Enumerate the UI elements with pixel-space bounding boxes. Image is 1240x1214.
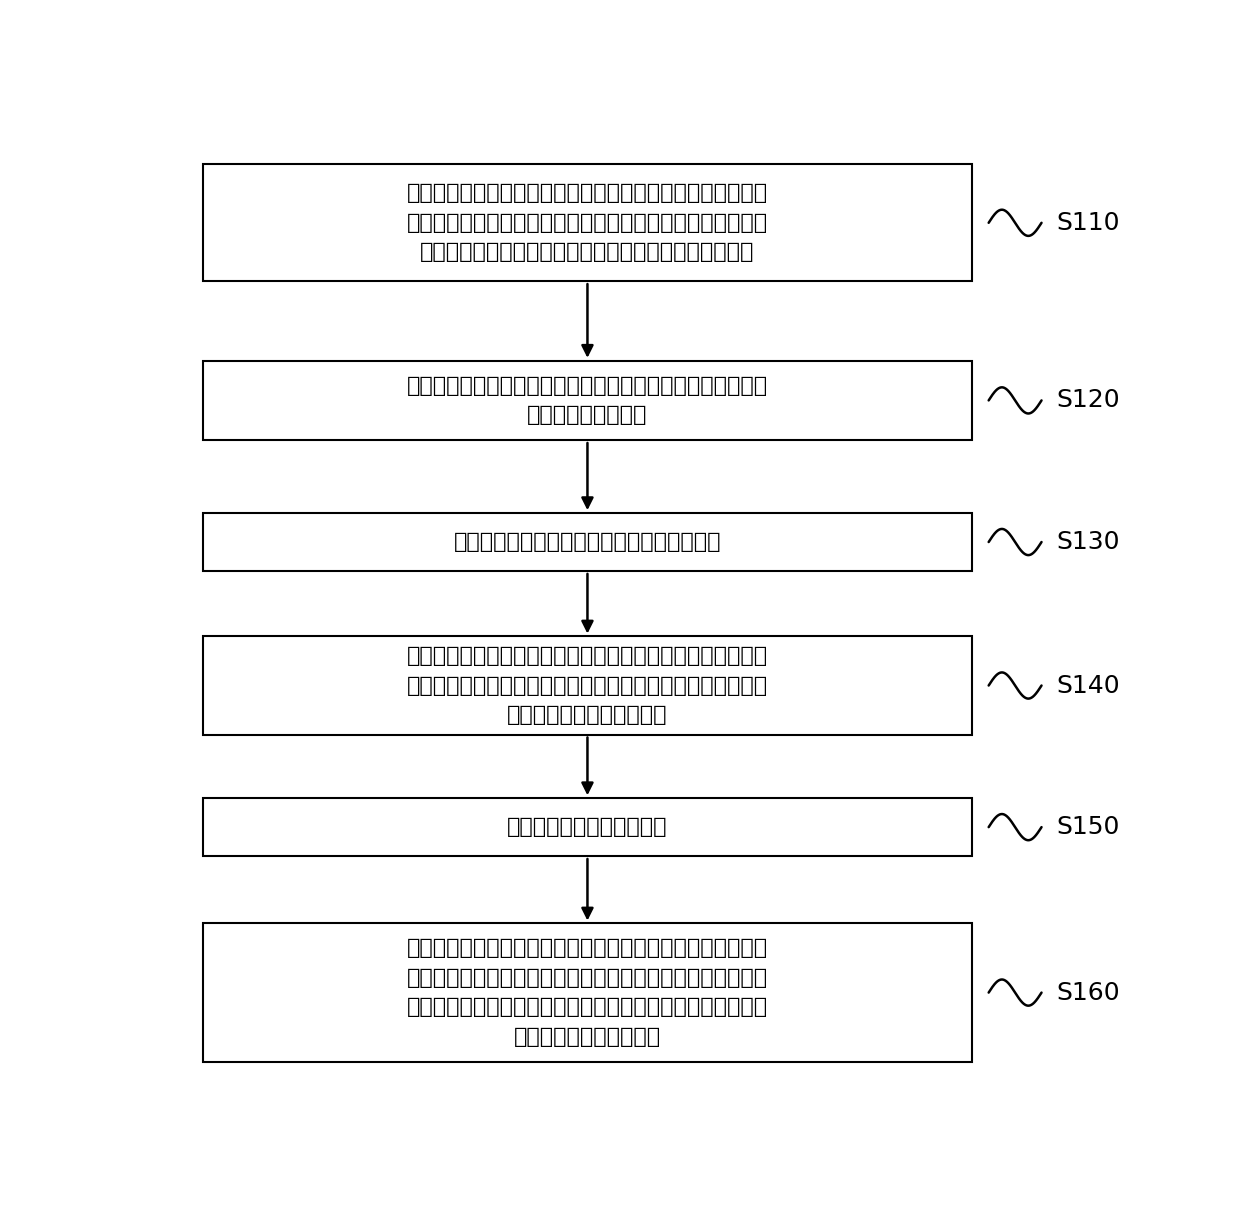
Text: 控制导航定位芯片停止复位: 控制导航定位芯片停止复位 — [507, 817, 667, 838]
Text: S130: S130 — [1056, 531, 1120, 554]
Text: 对与主芯片连接的第一存储芯片和第二存储芯片进行预划分，
预划分包括将第一存储芯片划分为第一存储单元和第二存储单
元，将第二存储芯片划分为第三存储单元和第四存储单: 对与主芯片连接的第一存储芯片和第二存储芯片进行预划分， 预划分包括将第一存储芯片… — [407, 183, 768, 262]
FancyBboxPatch shape — [203, 361, 972, 441]
Text: 根据主芯片第二引导程序和主芯片配置数据将主芯片进行初始
化，导航定位芯片通过主芯片读取导航定位芯片引导程序和导
航定位芯片配置数据，根据导航定位芯片引导程序和导: 根据主芯片第二引导程序和主芯片配置数据将主芯片进行初始 化，导航定位芯片通过主芯… — [407, 938, 768, 1046]
FancyBboxPatch shape — [203, 164, 972, 282]
Text: S120: S120 — [1056, 388, 1120, 413]
Text: 将主芯片第一引导程序复制到第二存储芯片内: 将主芯片第一引导程序复制到第二存储芯片内 — [454, 532, 722, 552]
FancyBboxPatch shape — [203, 924, 972, 1062]
Text: S110: S110 — [1056, 211, 1120, 234]
FancyBboxPatch shape — [203, 636, 972, 734]
Text: 根据第二存储芯片内的主芯片第一引导程序，配置第一存储单
元和第三存储单元供主芯片使用，配置第二存储单元和第四存
储单元供导航定位芯片使用: 根据第二存储芯片内的主芯片第一引导程序，配置第一存储单 元和第三存储单元供主芯片… — [407, 646, 768, 725]
FancyBboxPatch shape — [203, 798, 972, 856]
Text: S140: S140 — [1056, 674, 1120, 698]
FancyBboxPatch shape — [203, 514, 972, 571]
Text: S150: S150 — [1056, 815, 1120, 839]
Text: S160: S160 — [1056, 981, 1120, 1005]
Text: 将多芯片系统上电，控制主芯片离开复位状态以及控制导航定
位芯片进入复位状态: 将多芯片系统上电，控制主芯片离开复位状态以及控制导航定 位芯片进入复位状态 — [407, 375, 768, 425]
